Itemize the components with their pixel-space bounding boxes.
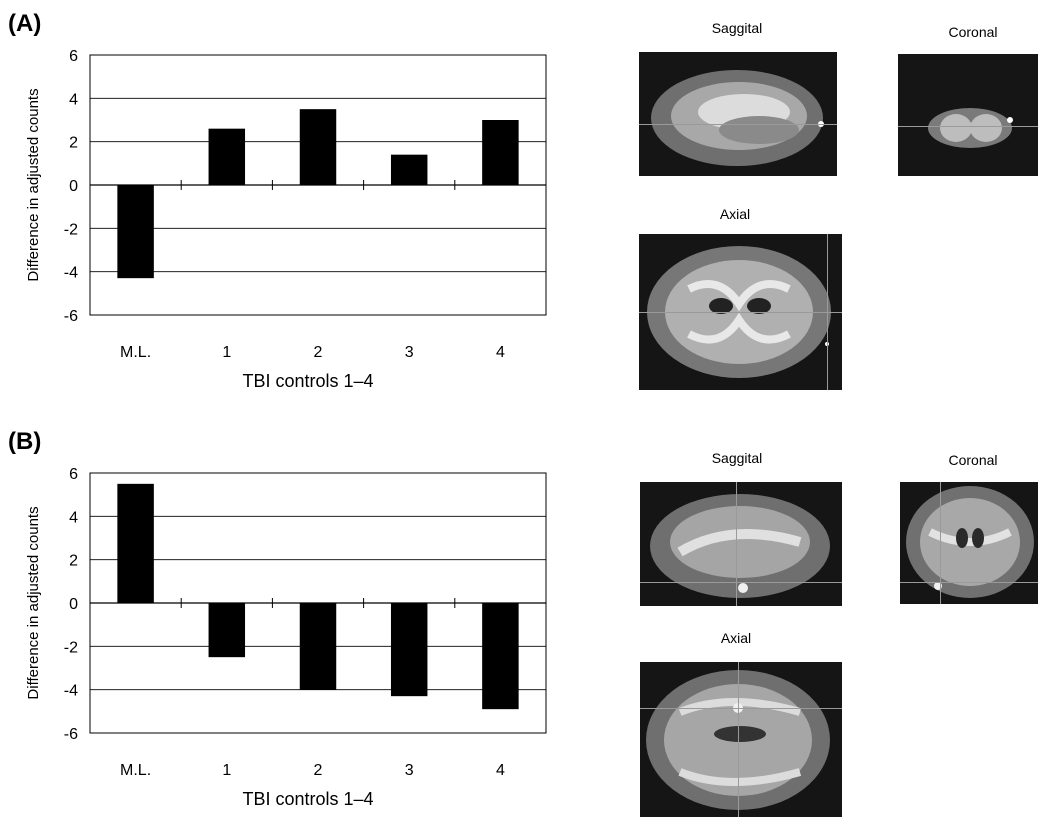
coronal-brain-image (898, 54, 1038, 176)
y-tick-label: -2 (64, 221, 78, 238)
bar-chart: 6 4 2 0 -2 -4 -6 M.L. 1 2 3 4 TBI controls 1–4 Differ… (25, 48, 547, 391)
x-tick-label: M.L. (120, 762, 151, 779)
axial-brain-image (640, 662, 842, 817)
x-axis-label: TBI controls 1–4 (242, 789, 373, 809)
y-tick-label: 2 (69, 553, 78, 570)
panel-a: (A) 6 4 2 0 -2 -4 -6 M.L. 1 2 3 4 TBI controls 1–4 Di… (0, 0, 1038, 414)
bar (482, 603, 519, 710)
x-tick-label: 4 (496, 762, 505, 779)
x-tick-label: 4 (496, 344, 505, 361)
bar (299, 603, 337, 690)
y-axis-label: Difference in adjusted counts (25, 506, 42, 699)
sagittal-brain-image (640, 482, 842, 606)
y-tick-label: 6 (69, 466, 78, 483)
y-tick-label: 4 (69, 91, 78, 108)
y-tick-label: 0 (69, 178, 78, 195)
axial-brain-image (639, 234, 842, 390)
coronal-label: Coronal (948, 452, 998, 468)
coronal-brain-image (900, 482, 1038, 604)
bar (390, 154, 428, 185)
x-tick-label: 1 (222, 762, 231, 779)
y-tick-label: 0 (69, 596, 78, 613)
bar (117, 185, 154, 279)
y-tick-label: -4 (64, 265, 78, 282)
x-axis-label: TBI controls 1–4 (242, 371, 373, 391)
y-tick-label: -6 (64, 726, 78, 743)
y-tick-label: -6 (64, 308, 78, 325)
bar (208, 603, 246, 658)
coronal-label: Coronal (948, 24, 998, 40)
bar (208, 128, 246, 185)
y-tick-label: 4 (69, 509, 78, 526)
panel-label: (A) (8, 10, 42, 37)
x-tick-label: 2 (314, 344, 323, 361)
sagittal-label: Saggital (711, 20, 763, 36)
axial-label: Axial (719, 206, 751, 222)
x-tick-label: 3 (405, 762, 414, 779)
y-tick-label: -4 (64, 683, 78, 700)
bar (117, 483, 154, 603)
sagittal-label: Saggital (711, 450, 763, 466)
bar (390, 603, 428, 697)
x-tick-label: M.L. (120, 344, 151, 361)
panel-label: (B) (8, 428, 42, 455)
sagittal-brain-image (639, 52, 837, 176)
panel-b: (B) 6 4 2 0 -2 -4 -6 M.L. 1 2 3 4 TBI controls 1–4 Di… (0, 418, 1038, 832)
bar (482, 120, 519, 185)
x-tick-label: 1 (222, 344, 231, 361)
y-tick-label: 2 (69, 135, 78, 152)
y-axis-label: Difference in adjusted counts (25, 88, 42, 281)
axial-label: Axial (720, 630, 752, 646)
x-tick-label: 3 (405, 344, 414, 361)
bar-chart: 6 4 2 0 -2 -4 -6 M.L. 1 2 3 4 TBI controls 1–4 Differ… (25, 466, 547, 809)
x-tick-label: 2 (314, 762, 323, 779)
bar (299, 109, 337, 185)
y-tick-label: 6 (69, 48, 78, 65)
y-tick-label: -2 (64, 639, 78, 656)
